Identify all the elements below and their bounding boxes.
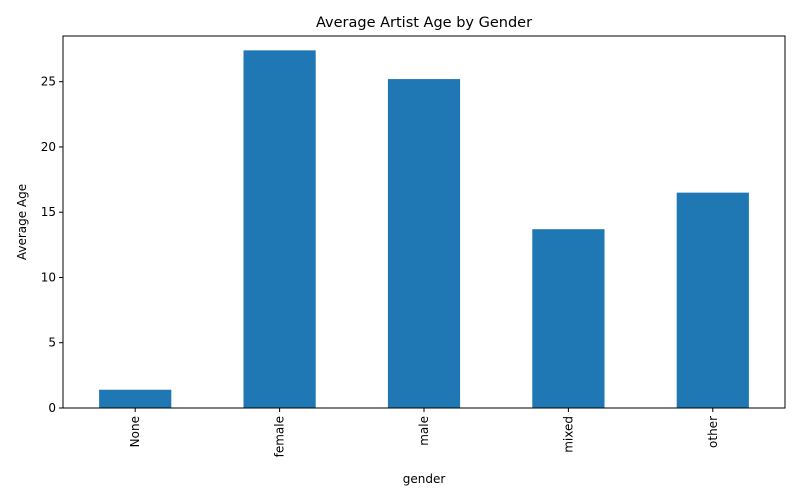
bar-male (387, 79, 461, 409)
x-tick-label: other (706, 416, 720, 448)
y-tick-label: 5 (48, 336, 56, 350)
x-tick-label: female (273, 416, 287, 457)
chart-title: Average Artist Age by Gender (316, 15, 532, 31)
bar-female (243, 50, 316, 408)
x-tick-label: male (417, 416, 431, 446)
bar-mixed (532, 229, 605, 408)
y-tick-label: 15 (41, 205, 56, 219)
bar-other (676, 192, 749, 408)
x-tick-label: mixed (561, 416, 575, 453)
y-tick-label: 25 (41, 75, 56, 89)
ticks-layer: None female male mixed other 0 5 10 15 20 25 (41, 75, 720, 458)
bars-layer (99, 50, 749, 409)
y-tick-label: 20 (41, 140, 56, 154)
y-tick-label: 0 (48, 401, 56, 415)
x-axis-label: gender (403, 472, 446, 486)
y-tick-label: 10 (41, 270, 56, 284)
x-tick-label: None (128, 416, 142, 447)
bar-none (99, 389, 172, 408)
y-axis-label: Average Age (15, 184, 29, 260)
